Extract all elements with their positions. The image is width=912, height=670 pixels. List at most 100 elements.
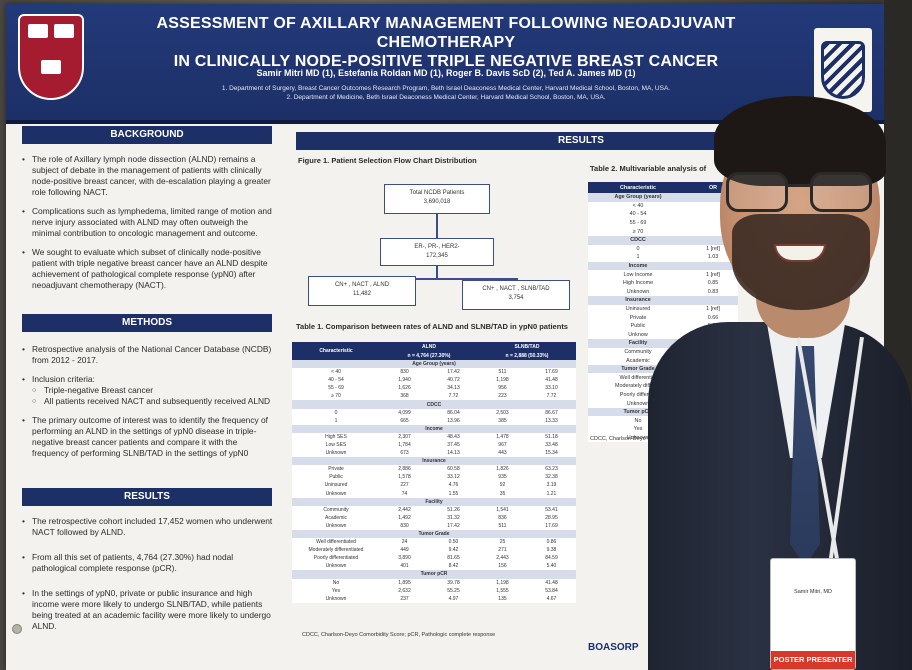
table1: Characteristic ALND SLNB/TAD n = 4,764 (…: [292, 342, 576, 603]
table-cell: 1,578: [398, 474, 411, 481]
table-cell: 53.84: [545, 587, 558, 594]
methods-bullet: Inclusion criteria:: [22, 374, 274, 385]
presenter-person: [648, 96, 912, 670]
table-cell: 1 [ref]: [706, 271, 720, 278]
table-row: CDCC: [292, 400, 576, 409]
table-cell: High SES: [325, 433, 347, 440]
results-bullet: The retrospective cohort included 17,452…: [22, 516, 274, 538]
table-cell: 55 - 69: [328, 385, 344, 392]
table-cell: Moderately differen: [614, 383, 662, 390]
table-cell: 1 [ref]: [706, 306, 720, 313]
table-row: Community: [588, 348, 738, 357]
methods-sub-bullet: Triple-negative Breast cancer: [22, 385, 274, 396]
table-cell: 227: [400, 482, 409, 489]
table-cell: 4.97: [448, 595, 459, 602]
table-cell: 17.69: [545, 369, 558, 376]
flow-box-label: CN+ , NACT , ALND: [334, 282, 390, 288]
methods-sub-bullet: All patients received NACT and subsequen…: [22, 396, 274, 407]
table-cell: 967: [498, 441, 507, 448]
table-row: Academic: [588, 356, 738, 365]
table-row: 1 1.03: [588, 253, 738, 262]
table-cell: Unknown: [626, 400, 650, 407]
table-cell: 17.42: [447, 522, 460, 529]
methods-bullet: Retrospective analysis of the National C…: [22, 344, 274, 366]
table-cell: 401: [400, 563, 409, 570]
table2-col-or: OR: [688, 182, 738, 193]
table-cell: ≥ 70: [632, 228, 644, 235]
table-cell: 74: [401, 490, 408, 497]
table-row: Unknown: [588, 399, 738, 408]
table-cell: 4.76: [448, 482, 459, 489]
flow-box-total: Total NCDB Patients 3,690,018: [384, 184, 490, 214]
table-cell: 2,307: [398, 433, 411, 440]
table-row: 0 4,099 86.04 2,503 86.67: [292, 409, 576, 417]
table-row: High Income 0.85: [588, 279, 738, 288]
table-cell: Unknow: [628, 331, 648, 338]
table-row: Low SES 1,784 37.45 967 33.48: [292, 441, 576, 449]
table-row: Yes: [588, 425, 738, 434]
badge-role: POSTER PRESENTER: [771, 651, 855, 669]
table-cell: Poorly different: [619, 391, 657, 398]
table-cell: 7.72: [448, 393, 459, 400]
table-cell: 55 - 69: [629, 220, 647, 227]
table-cell: 55.25: [447, 587, 460, 594]
beard: [732, 214, 870, 310]
table-cell: 81.65: [447, 555, 460, 562]
table-row: Unknown 0.83: [588, 288, 738, 297]
table-cell: 63.23: [545, 466, 558, 473]
table-cell: Public: [630, 323, 646, 330]
table-cell: [688, 193, 738, 202]
methods-text: Retrospective analysis of the National C…: [22, 344, 274, 467]
push-pin: [12, 624, 22, 634]
table-cell: 41.48: [545, 377, 558, 384]
table-row: < 40: [588, 202, 738, 211]
table-cell: 443: [498, 450, 507, 457]
table-cell: Academic: [626, 357, 650, 364]
flow-box-slnb: CN+ , NACT , SLNB/TAD 3,754: [462, 280, 570, 310]
table-cell: Yes: [633, 426, 643, 433]
table-cell: 39.78: [447, 579, 460, 586]
table2-col-characteristic: Characteristic: [588, 182, 688, 193]
table-cell: 237: [400, 595, 409, 602]
table-cell: 40 - 54: [629, 211, 647, 218]
table-cell: 32.38: [545, 474, 558, 481]
table-cell: 17.42: [447, 369, 460, 376]
table-cell: 2,503: [496, 409, 509, 416]
table-cell: Academic: [325, 514, 347, 521]
background-text: The role of Axillary lymph node dissecti…: [22, 154, 274, 299]
table-cell: 5.40: [546, 563, 557, 570]
table-cell: 17.69: [545, 522, 558, 529]
table-cell: 84.59: [545, 555, 558, 562]
table2-title: Table 2. Multivariable analysis of: [590, 164, 707, 173]
table-cell: Yes: [331, 587, 341, 594]
table-cell: 33.12: [447, 474, 460, 481]
table-cell: 8.42: [448, 563, 459, 570]
table-row: Academic 1,492 31.32 836 28.95: [292, 514, 576, 522]
table-cell: CDCC: [588, 235, 688, 245]
table-cell: 1,895: [398, 579, 411, 586]
table1-sub-slnb: n = 2,888 (50.33%): [477, 351, 576, 360]
table-cell: 1,940: [398, 377, 411, 384]
table-cell: Uninsured: [324, 482, 348, 489]
table-row: Moderately differen: [588, 382, 738, 391]
table-row: Unknown: [588, 434, 738, 443]
poster-title: ASSESSMENT OF AXILLARY MANAGEMENT FOLLOW…: [96, 14, 796, 71]
table-cell: 1,198: [496, 377, 509, 384]
table-cell: Income: [588, 261, 688, 271]
poster-title-line2: IN CLINICALLY NODE-POSITIVE TRIPLE NEGAT…: [173, 53, 719, 70]
table-cell: Community: [624, 348, 652, 355]
table-cell: 156: [498, 563, 507, 570]
flow-box-alnd: CN+ , NACT , ALND 11,482: [308, 276, 416, 306]
table-cell: 830: [400, 369, 409, 376]
table-cell: 13.96: [447, 417, 460, 424]
methods-heading: METHODS: [22, 314, 272, 332]
table-row: Tumor Grade: [292, 529, 576, 539]
table-cell: 4,099: [398, 409, 411, 416]
table1-col-characteristic: Characteristic: [292, 342, 380, 360]
table-cell: 665: [400, 417, 409, 424]
table1-col-alnd: ALND: [380, 342, 478, 351]
table-cell: 14.13: [447, 450, 460, 457]
table-cell: < 40: [632, 202, 644, 209]
table-cell: No: [332, 579, 340, 586]
table-group-label: Insurance: [292, 457, 576, 466]
